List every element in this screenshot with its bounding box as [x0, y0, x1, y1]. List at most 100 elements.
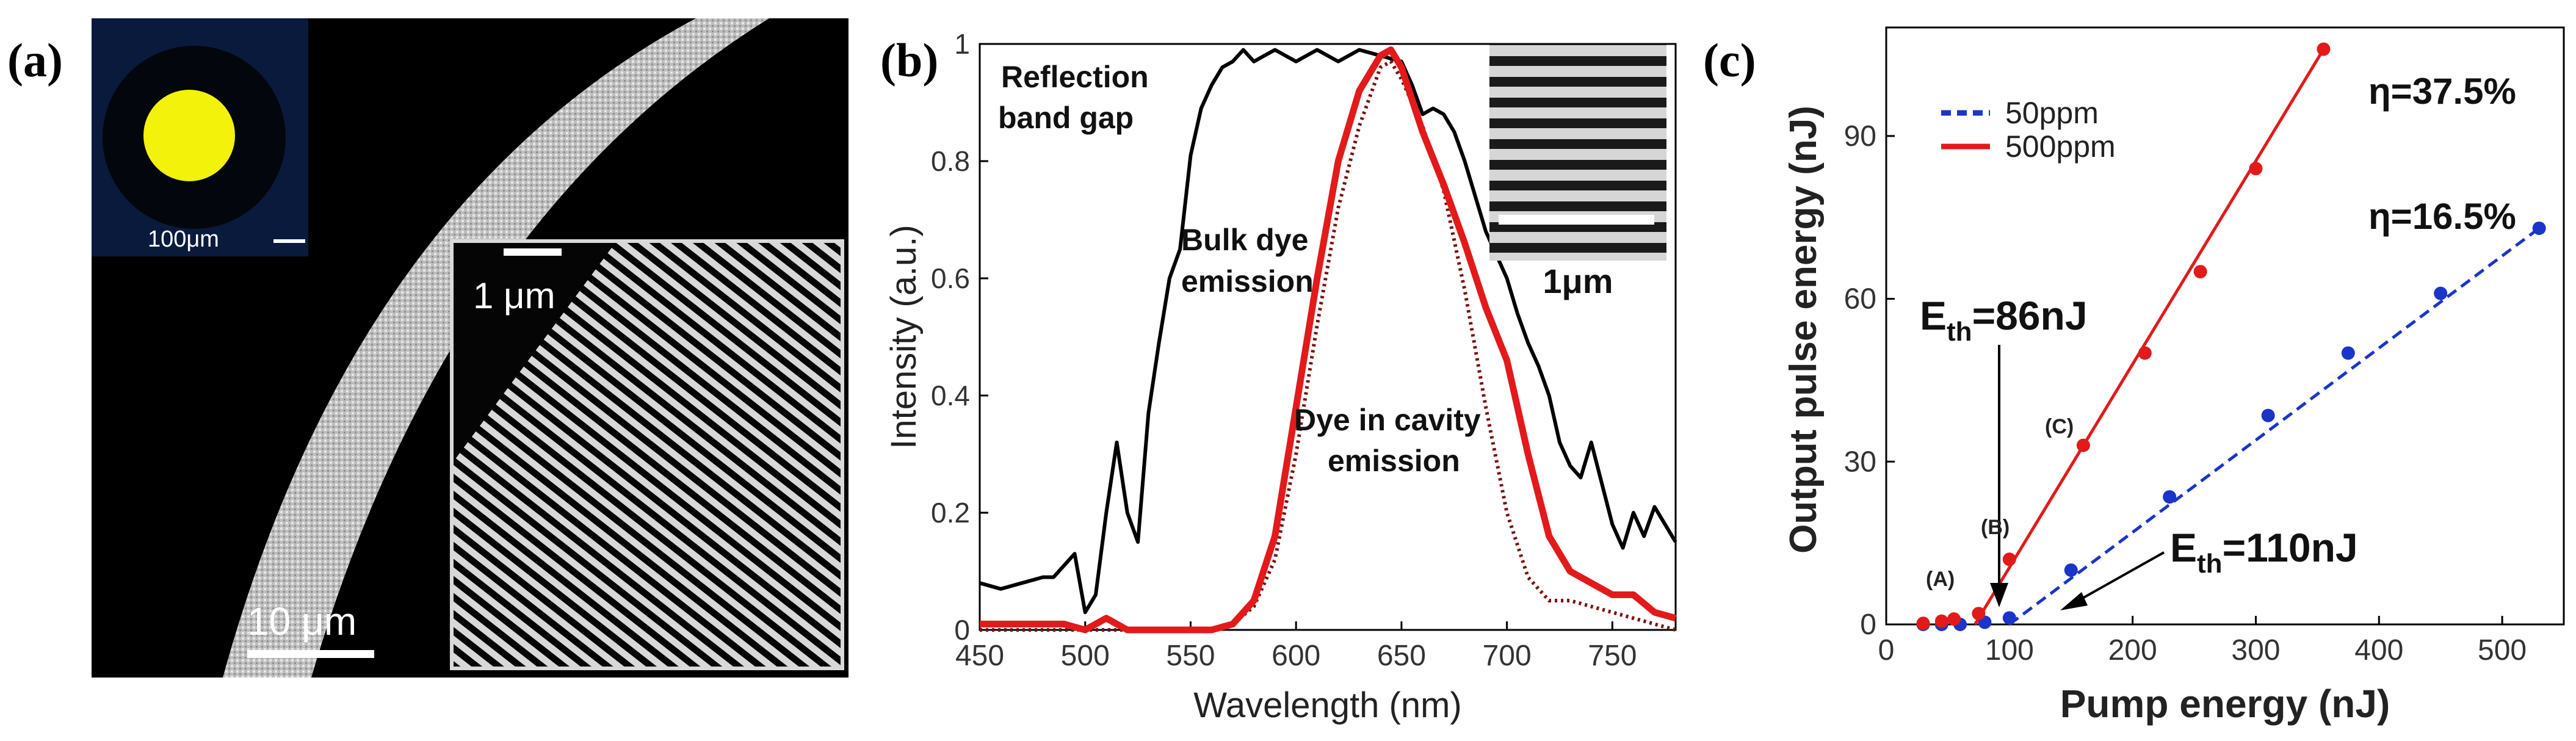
c-x-tick-label: 400: [2354, 634, 2403, 667]
b-x-tick-label: 750: [1588, 640, 1637, 672]
c-fit-line-1: [1974, 48, 2325, 626]
c-data-point-1: [2076, 438, 2090, 452]
inset-scale-bar: [273, 239, 305, 243]
b-y-tick-label: 0.4: [931, 380, 970, 411]
legend-500ppm-label: 500ppm: [2005, 129, 2116, 164]
cavity-annotation-line2: emission: [1328, 444, 1460, 478]
plot-c-ticks: 0 100 200 300 400 500 0 30 60 90: [1844, 120, 2527, 667]
legend-50ppm-label: 50ppm: [2005, 96, 2099, 130]
detail-scale-label: 1 μm: [473, 275, 555, 316]
detail-border: [450, 239, 844, 670]
reflection-annotation-line2: band gap: [998, 101, 1134, 135]
b-x-tick-label: 600: [1272, 640, 1320, 672]
b-series-line-1: [980, 59, 1676, 632]
main-scale-label: 10 μm: [247, 599, 356, 643]
c-y-tick-label: 30: [1844, 446, 1876, 478]
panel-a: (a) 100μm 1 μm 10 μm: [7, 18, 848, 678]
b-y-tick-label: 1: [954, 28, 970, 60]
fiber-cross-section: [223, 18, 769, 678]
inset-scale-label: 100μm: [148, 226, 219, 252]
panel-c: (c) 0 100 200 300 400 500 0 30 60 90 Pump energy …: [1703, 26, 2565, 726]
c-x-tick-label: 0: [1878, 634, 1895, 667]
main-scale-bar: [247, 650, 374, 658]
grating-detail-inset: 1 μm: [450, 239, 844, 670]
sem-inset-scale-label: 1μm: [1543, 262, 1613, 300]
plot-c-y-axis-label: Output pulse energy (nJ): [1782, 106, 1825, 554]
plot-c-series: [1916, 42, 2546, 631]
b-y-tick-label: 0.2: [931, 497, 970, 529]
c-x-tick-label: 100: [1985, 634, 2034, 667]
c-fit-line-0: [2008, 226, 2541, 626]
b-y-tick-label: 0: [954, 614, 970, 646]
panel-a-label: (a): [7, 34, 63, 87]
point-label-c: (C): [2045, 415, 2074, 438]
c-x-tick-label: 500: [2478, 634, 2527, 667]
c-data-point-1: [2002, 552, 2016, 566]
b-series-line-2: [980, 46, 1677, 634]
plot-c-legend: 50ppm 500ppm: [1941, 96, 2116, 164]
panel-c-label: (c): [1703, 34, 1756, 87]
b-x-tick-label: 500: [1061, 640, 1110, 672]
c-data-point-1: [1947, 612, 1961, 626]
grating-sem-inset: 1μm: [1489, 44, 1666, 300]
c-data-point-1: [1916, 616, 1930, 631]
fiber-core: [143, 90, 235, 181]
c-x-tick-label: 300: [2231, 634, 2280, 667]
threshold-50ppm-value: =110nJ: [2223, 525, 2358, 570]
point-label-b: (B): [1981, 516, 2010, 539]
b-y-tick-label: 0.8: [931, 145, 970, 177]
plot-b-y-axis-label: Intensity (a.u.): [884, 225, 924, 449]
c-data-point-1: [2317, 42, 2331, 56]
threshold-500ppm-symbol: E: [1920, 293, 1947, 338]
threshold-500ppm: Eth=86nJ: [1920, 293, 2088, 347]
c-data-point-0: [2341, 346, 2355, 360]
c-data-point-0: [2064, 563, 2078, 577]
c-data-point-1: [1972, 607, 1986, 621]
threshold-500ppm-value: =86nJ: [1972, 293, 2088, 338]
plot-b-x-axis-label: Wavelength (nm): [1193, 685, 1461, 725]
b-x-tick-label: 650: [1377, 640, 1426, 672]
c-data-point-0: [2163, 490, 2177, 504]
core-inset: 100μm: [92, 18, 308, 256]
threshold-50ppm: Eth=110nJ: [2170, 525, 2358, 579]
c-data-point-0: [2261, 408, 2275, 422]
b-x-tick-label: 550: [1166, 640, 1215, 672]
cavity-annotation-line1: Dye in cavity: [1294, 403, 1481, 437]
point-label-a: (A): [1926, 568, 1955, 591]
c-x-tick-label: 200: [2108, 634, 2157, 667]
c-data-point-1: [1934, 614, 1948, 628]
efficiency-500ppm: η=37.5%: [2368, 71, 2516, 112]
threshold-50ppm-arrowhead: [2060, 592, 2088, 610]
bulk-dye-annotation-line2: emission: [1181, 264, 1314, 298]
c-y-tick-label: 0: [1860, 609, 1876, 641]
c-data-point-0: [2002, 611, 2016, 625]
c-data-point-0: [2434, 286, 2448, 300]
b-x-tick-label: 450: [955, 640, 1004, 672]
sem-inset-image: [1489, 44, 1666, 261]
efficiency-50ppm: η=16.5%: [2368, 196, 2516, 237]
b-x-tick-label: 700: [1483, 640, 1532, 672]
c-y-tick-label: 90: [1844, 120, 1876, 153]
reflection-annotation-line1: Reflection: [1001, 60, 1149, 94]
threshold-50ppm-symbol: E: [2170, 525, 2197, 570]
c-data-point-1: [2193, 265, 2207, 279]
c-data-point-0: [2532, 221, 2546, 235]
plot-c-x-axis-label: Pump energy (nJ): [2060, 682, 2390, 726]
threshold-500ppm-arrowhead: [1990, 583, 2008, 607]
c-y-tick-label: 60: [1844, 283, 1876, 316]
panel-b-label: (b): [880, 34, 938, 87]
b-series-line-0: [979, 48, 1677, 615]
plot-b-ticks: 450 500 550 600 650 700 750 0 0.2 0.4 0.6 0.8 1: [931, 28, 1637, 672]
plot-c-frame: [1885, 26, 2565, 626]
panel-b: (b) 450 500 550 600 650 700 75000.20.40.60.81 …: [880, 28, 1677, 725]
threshold-50ppm-subscript: th: [2197, 549, 2223, 579]
bulk-dye-annotation-line1: Bulk dye: [1181, 223, 1308, 257]
threshold-500ppm-subscript: th: [1947, 317, 1972, 347]
plot-b-frame: [979, 43, 1677, 631]
grating-stripes: [452, 241, 842, 668]
sem-inset-scale-bar: [1499, 215, 1654, 225]
c-data-point-1: [2249, 162, 2263, 176]
b-y-tick-label: 0.6: [931, 262, 970, 294]
plot-b-series: [979, 46, 1677, 634]
